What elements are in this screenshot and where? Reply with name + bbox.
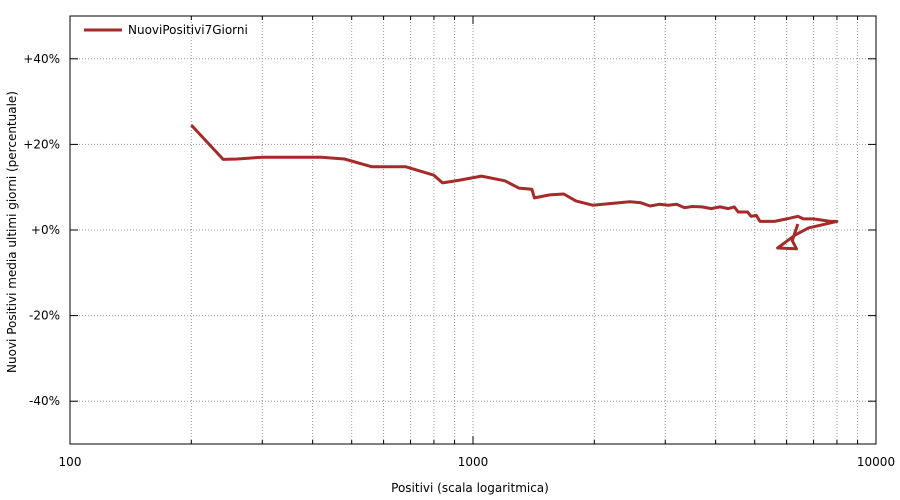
legend-label: NuoviPositivi7Giorni	[128, 23, 248, 37]
x-axis-label: Positivi (scala logaritmica)	[391, 481, 549, 495]
y-tick-label: +0%	[31, 223, 60, 237]
y-tick-label: -20%	[29, 309, 60, 323]
y-tick-label: +40%	[23, 52, 60, 66]
y-tick-label: +20%	[23, 137, 60, 151]
x-tick-label: 100	[59, 455, 82, 469]
ticks: 100 1000 10000 +40% +20% +0% -20% -40%	[23, 16, 895, 469]
x-tick-label: 10000	[857, 455, 895, 469]
x-tick-label: 1000	[458, 455, 489, 469]
legend: NuoviPositivi7Giorni	[84, 23, 248, 37]
y-tick-label: -40%	[29, 394, 60, 408]
y-axis-label: Nuovi Positivi media ultimi giorni (perc…	[5, 91, 19, 373]
series-line	[190, 124, 839, 251]
series-layer	[190, 124, 839, 251]
grid	[70, 16, 876, 444]
